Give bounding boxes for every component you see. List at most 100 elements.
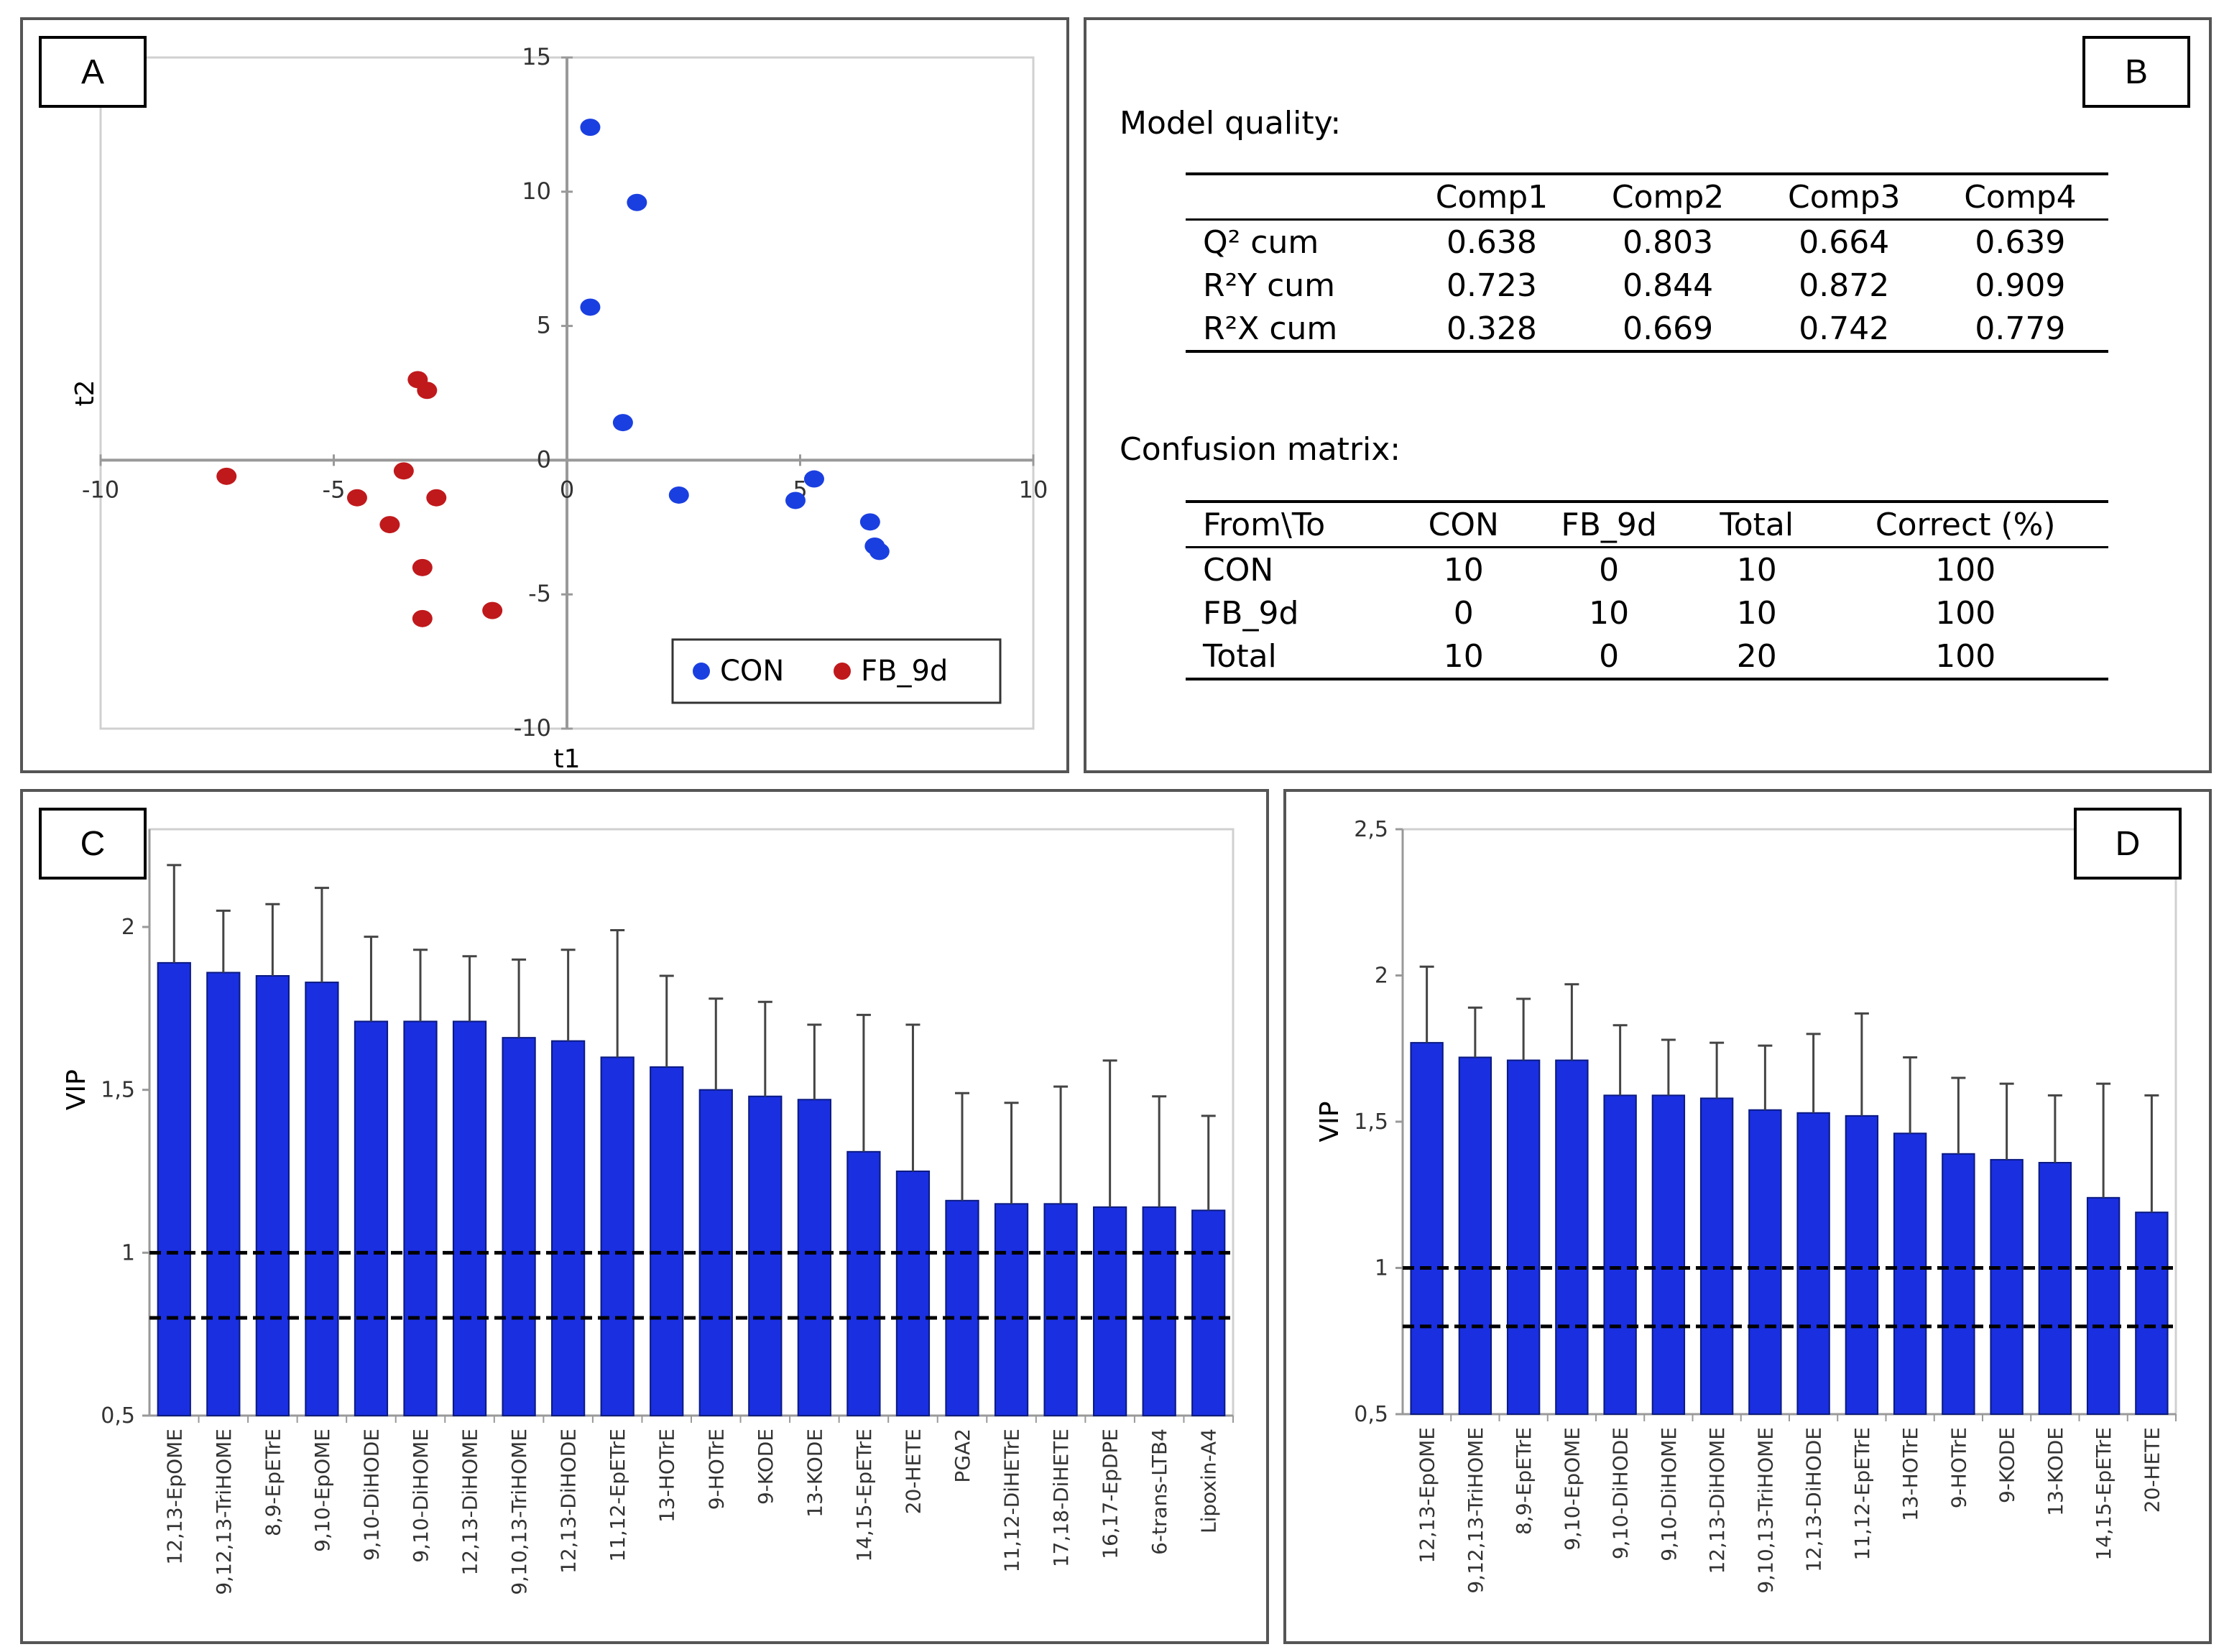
y-tick-label: 0,5: [101, 1403, 135, 1429]
x-tick-label: 9-KODE: [1995, 1427, 2019, 1503]
x-tick-label: PGA2: [951, 1429, 974, 1483]
bar: [1191, 1209, 1226, 1417]
scatter-point: [803, 470, 824, 488]
x-tick-label: -5: [323, 476, 346, 503]
x-tick-label: 9-HOTrE: [1947, 1427, 1970, 1508]
bar: [1458, 1056, 1492, 1415]
scatter-point: [417, 382, 438, 400]
model-quality-table: Comp1 Comp2 Comp3 Comp4 Q² cum 0.638 0.8…: [1186, 172, 2108, 353]
y-tick-label: 10: [522, 177, 551, 205]
bar: [1651, 1094, 1686, 1415]
mq-cell: 0.779: [1975, 310, 2066, 347]
scatter-point: [580, 298, 601, 316]
x-tick-label: 12,13-EpOME: [162, 1429, 186, 1565]
cm-cell: 10: [1443, 551, 1484, 589]
bar: [157, 961, 191, 1417]
x-tick-label: 9,12,13-TriHOME: [212, 1429, 236, 1595]
y-axis-label: VIP: [62, 1069, 91, 1110]
y-tick-label: 2,5: [1354, 817, 1388, 842]
bar: [452, 1020, 487, 1416]
scatter-point: [668, 486, 689, 504]
table-row: R²X cum 0.328 0.669 0.742 0.779: [1186, 307, 2108, 351]
cm-cell: CON: [1203, 551, 1274, 589]
x-tick-label: 9-KODE: [754, 1429, 778, 1505]
y-axis-label: VIP: [1315, 1102, 1344, 1143]
x-tick-label: 12,13-DiHOME: [1705, 1427, 1729, 1574]
cm-header-cell: FB_9d: [1561, 506, 1657, 543]
scatter-point: [627, 193, 647, 211]
x-tick-label: 9,12,13-TriHOME: [1464, 1427, 1487, 1594]
mq-header-cell: Comp4: [1964, 178, 2077, 216]
scatter-point: [859, 513, 880, 531]
bar: [650, 1066, 684, 1416]
x-tick-label: 14,15-EpETrE: [852, 1429, 876, 1562]
bar: [403, 1020, 438, 1416]
x-tick-label: 17,18-DiHETE: [1049, 1429, 1073, 1567]
mq-cell: 0.844: [1623, 267, 1714, 304]
cm-cell: 10: [1589, 594, 1630, 632]
bar: [1990, 1158, 2024, 1415]
bar: [945, 1199, 979, 1416]
x-tick-label: 12,13-DiHODE: [557, 1429, 581, 1574]
cm-cell: 0: [1453, 594, 1474, 632]
mq-cell: 0.639: [1975, 223, 2066, 261]
cm-header-cell: CON: [1428, 506, 1499, 543]
scatter-point: [580, 119, 601, 137]
mq-cell: R²X cum: [1203, 310, 1338, 347]
vip-bar-chart-d: 0,5 1 1,5 2 2,5 VIP 12,13-EpOME 9,12,13-TriHOME…: [1315, 817, 2177, 1594]
bar: [2135, 1212, 2169, 1415]
cm-cell: 100: [1935, 551, 1996, 589]
bar: [1845, 1115, 1879, 1415]
bar: [255, 975, 290, 1416]
mq-cell: 0.742: [1799, 310, 1890, 347]
panel-a-label: A: [39, 36, 147, 108]
legend-label: FB_9d: [861, 655, 948, 688]
mq-cell: R²Y cum: [1203, 267, 1336, 304]
legend-label: CON: [720, 655, 784, 688]
cm-cell: FB_9d: [1203, 594, 1299, 632]
bar: [206, 972, 241, 1416]
scatter-point: [482, 601, 503, 619]
bar: [1555, 1059, 1589, 1415]
y-tick-label: 2: [121, 915, 135, 940]
x-tick-label: 20-HETE: [901, 1429, 925, 1514]
legend-marker: [834, 663, 851, 680]
scatter-point: [412, 609, 433, 627]
mq-cell: 0.909: [1975, 267, 2066, 304]
panel-c: 0,5 1 1,5 2 VIP 12,13-EpOME 9,12,13-TriHOME 8,9…: [20, 789, 1269, 1644]
cm-cell: 10: [1736, 551, 1777, 589]
vip-bar-chart-c: 0,5 1 1,5 2 VIP 12,13-EpOME 9,12,13-TriHOME 8,9…: [62, 828, 1235, 1595]
x-tick-label: 13-HOTrE: [1898, 1427, 1922, 1521]
x-tick-label: 11,12-DiHETrE: [1000, 1429, 1024, 1573]
x-tick-label: 0: [560, 476, 574, 503]
x-tick-label: 9,10-DiHODE: [359, 1429, 383, 1561]
x-tick-label: 10: [1019, 476, 1048, 503]
bar: [1748, 1109, 1782, 1415]
scatter-point: [379, 516, 400, 534]
x-tick-label: 9,10-DiHODE: [1609, 1427, 1633, 1559]
confusion-matrix-table: From\To CON FB_9d Total Correct (%) CON …: [1186, 500, 2108, 680]
y-tick-label: 0,5: [1354, 1402, 1388, 1427]
y-tick-label: 0: [537, 446, 551, 473]
y-tick-label: 1: [1375, 1256, 1388, 1281]
x-tick-label: 20-HETE: [2140, 1427, 2164, 1513]
bar: [1893, 1132, 1927, 1415]
scatter-point: [346, 489, 367, 507]
scatter-point: [216, 467, 237, 485]
bar: [797, 1099, 831, 1416]
y-tick-label: -5: [528, 580, 551, 607]
bar: [994, 1203, 1029, 1416]
bar: [1603, 1094, 1637, 1415]
mq-header-cell: Comp2: [1611, 178, 1725, 216]
mq-cell: 0.723: [1446, 267, 1537, 304]
mq-cell: 0.638: [1446, 223, 1537, 261]
panel-a: -10 -5 0 5 10 -10 -5 0 5 10 15 t1 t2 CON FB_9d A: [20, 17, 1069, 774]
x-axis-label: t1: [553, 744, 580, 774]
mq-cell: 0.872: [1799, 267, 1890, 304]
y-tick-label: 15: [522, 43, 551, 70]
scatter-point: [869, 543, 890, 560]
legend-marker: [693, 663, 710, 680]
mq-cell: 0.803: [1623, 223, 1714, 261]
cm-cell: 10: [1736, 594, 1777, 632]
